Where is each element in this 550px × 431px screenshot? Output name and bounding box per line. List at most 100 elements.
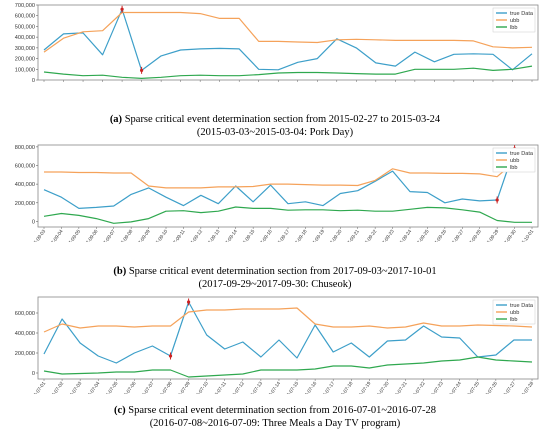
caption-a-line2: (2015-03-03~2015-03-04: Pork Day) <box>196 127 354 138</box>
chart-c-series-lbb <box>43 356 533 378</box>
chart-c-xtick-label: 2016-07-13 <box>245 380 264 394</box>
chart-c-series-true <box>43 301 532 364</box>
chart-b-xtick-label: 2017-09-24 <box>394 228 413 242</box>
chart-c-xtick-label: 2016-07-23 <box>426 380 445 394</box>
chart-b-xtick-label: 2017-09-20 <box>324 228 343 242</box>
caption-a: (a) Sparse critical event determination … <box>0 113 550 139</box>
caption-b-line2: (2017-09-29~2017-09-30: Chuseok) <box>198 279 352 290</box>
chart-a-xtick-label: 2015-03-01 <box>67 81 86 82</box>
caption-c-letter: (c) <box>113 405 126 416</box>
chart-b-xtick-label: 2017-09-06 <box>80 228 99 242</box>
chart-b-xtick-label: 2017-09-23 <box>377 228 396 242</box>
chart-b-legend-label-true: true Data <box>510 151 534 157</box>
chart-a-xtick-label: 2015-03-16 <box>360 81 379 82</box>
chart-a-ytick-label: 400,000 <box>15 35 35 41</box>
chart-b-ytick-label: 200,000 <box>15 201 35 207</box>
chart-a-legend-label-lbb: lbb <box>510 25 517 31</box>
chart-b-xtick-label: 2017-09-14 <box>220 228 239 242</box>
chart-c-xtick-label: 2016-07-27 <box>498 380 517 394</box>
chart-b-legend-label-ubb: ubb <box>510 158 519 164</box>
chart-a-xtick-label: 2015-03-23 <box>497 81 516 82</box>
chart-a-legend <box>492 7 536 33</box>
chart-b-xtick-label: 2017-09-25 <box>412 228 431 242</box>
chart-c-xtick-label: 2016-07-03 <box>64 380 83 394</box>
chart-b-ytick-label: 800,000 <box>15 145 35 151</box>
caption-b-letter: (b) <box>113 266 127 277</box>
chart-a-xtick-label: 2015-03-12 <box>282 81 301 82</box>
chart-c-xtick-label: 2016-07-02 <box>46 380 65 394</box>
chart-b-series-ubb <box>44 151 533 189</box>
chart-a-xtick-label: 2015-03-02 <box>87 81 106 82</box>
chart-b-xtick-label: 2017-09-17 <box>272 228 291 242</box>
chart-c-xtick-label: 2016-07-16 <box>299 380 318 394</box>
chart-b-xtick-label: 2017-09-29 <box>481 228 500 242</box>
chart-c-xtick-label: 2016-07-21 <box>390 380 409 394</box>
chart-c-xtick-label: 2016-07-11 <box>209 380 228 394</box>
chart-c-xtick-label: 2016-07-19 <box>353 380 372 394</box>
chart-c-xtick-label: 2016-07-15 <box>281 380 300 394</box>
chart-a-xtick-label: 2015-03-18 <box>399 81 418 82</box>
chart-c-ytick-label: 600,000 <box>15 311 35 317</box>
chart-a-series-lbb <box>43 65 533 80</box>
chart-b-xtick-label: 2017-09-26 <box>429 228 448 242</box>
chart-b-xtick-label: 2017-09-04 <box>46 228 65 242</box>
chart-a-xtick-label: 2015-03-10 <box>243 81 262 82</box>
chart-b-ytick-label: 600,000 <box>15 164 35 170</box>
chart-b-ytick-label: 400,000 <box>15 182 35 188</box>
chart-c-legend-label-ubb: ubb <box>510 310 519 316</box>
chart-a-xtick-label: 2015-03-06 <box>165 81 184 82</box>
chart-b-xtick-label: 2017-09-16 <box>255 228 274 242</box>
chart-c-xtick-label: 2016-07-26 <box>480 380 499 394</box>
chart-b-series-true <box>43 148 533 210</box>
chart-c-xtick-label: 2016-07-17 <box>317 380 336 394</box>
chart-c-xtick-label: 2016-07-08 <box>155 380 174 394</box>
chart-b-xtick-label: 2017-09-28 <box>464 228 483 242</box>
chart-c-xtick-label: 2016-07-04 <box>82 380 101 394</box>
chart-a-xtick-label: 2015-03-05 <box>145 81 164 82</box>
chart-c-legend-label-lbb: lbb <box>510 317 517 323</box>
chart-a-legend-label-ubb: ubb <box>510 18 519 24</box>
chart-a-ytick-label: 0 <box>32 78 35 82</box>
chart-a-xtick-label: 2015-03-09 <box>223 81 242 82</box>
chart-b-xtick-label: 2017-09-12 <box>185 228 204 242</box>
chart-a-frame <box>37 4 539 81</box>
chart-b-xtick-label: 2017-09-09 <box>133 228 152 242</box>
chart-a-xtick-label: 2015-03-22 <box>477 81 496 82</box>
chart-a-xtick-label: 2015-03-07 <box>184 81 203 82</box>
chart-a-xtick-label: 2015-03-19 <box>419 81 438 82</box>
chart-b-xtick-label: 2017-09-08 <box>115 228 134 242</box>
chart-a-legend-label-true: true Data <box>510 11 534 17</box>
chart-a-xtick-label: 2015-03-17 <box>380 81 399 82</box>
chart-c-xtick-label: 2016-07-28 <box>516 380 535 394</box>
chart-a-xtick-label: 2015-03-24 <box>516 81 535 82</box>
caption-a-letter: (a) <box>109 114 123 125</box>
chart-a-series-true <box>43 8 533 72</box>
chart-a-series-ubb <box>43 11 533 53</box>
chart-c-legend-label-true: true Data <box>510 303 534 309</box>
chart-a-ytick-label: 500,000 <box>15 24 35 30</box>
chart-a-xtick-label: 2015-03-04 <box>126 81 145 82</box>
chart-c-xtick-label: 2016-07-25 <box>462 380 481 394</box>
chart-a-xtick-label: 2015-03-20 <box>438 81 457 82</box>
chart-b-xtick-label: 2017-09-10 <box>150 228 169 242</box>
chart-b-xtick-label: 2017-10-01 <box>516 228 535 242</box>
chart-a-xtick-label: 2015-03-21 <box>458 81 477 82</box>
chart-a-xtick-label: 2015-03-13 <box>301 81 320 82</box>
chart-c-xtick-label: 2016-07-24 <box>444 380 463 394</box>
chart-b-xtick-label: 2017-09-13 <box>202 228 221 242</box>
chart-c-xtick-label: 2016-07-18 <box>335 380 354 394</box>
chart-a-xtick-label: 2015-03-15 <box>340 81 359 82</box>
chart-b-xtick-label: 2017-09-15 <box>237 228 256 242</box>
chart-c-xtick-label: 2016-07-01 <box>28 380 47 394</box>
chart-c-xtick-label: 2016-07-14 <box>263 380 282 394</box>
chart-b-legend-label-lbb: lbb <box>510 165 517 171</box>
chart-b-xtick-label: 2017-09-11 <box>168 228 187 242</box>
chart-c-xtick-label: 2016-07-05 <box>100 380 119 394</box>
chart-c-frame <box>37 296 539 380</box>
chart-a-xtick-label: 2015-03-03 <box>106 81 125 82</box>
chart-b-frame <box>37 144 539 228</box>
chart-c-xtick-label: 2016-07-12 <box>227 380 246 394</box>
chart-a-xtick-label: 2015-03-11 <box>263 81 282 82</box>
chart-a-xtick-label: 2015-03-14 <box>321 81 340 82</box>
